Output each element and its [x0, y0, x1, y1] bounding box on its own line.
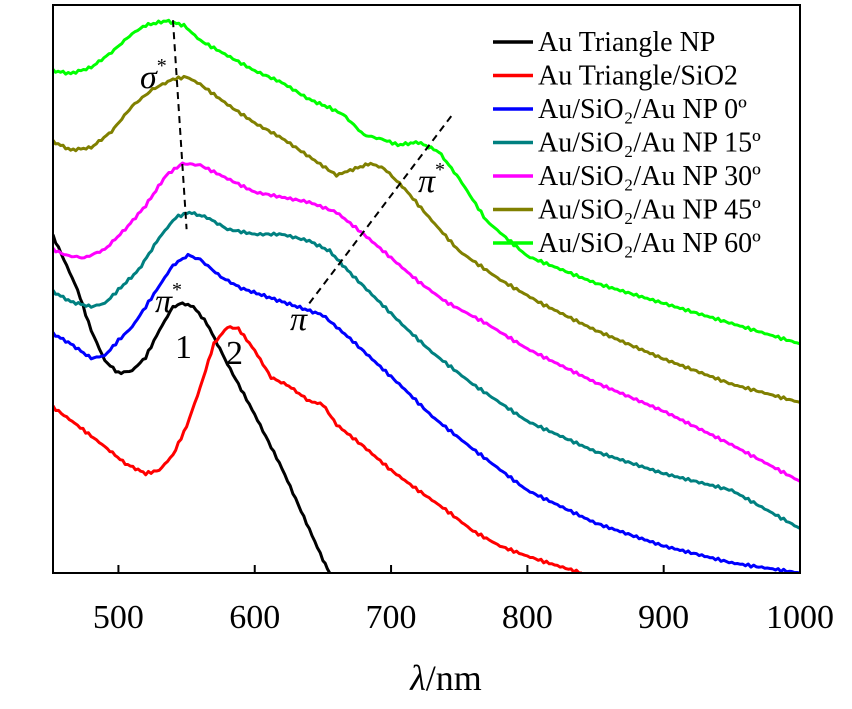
annotation-pi-star-top-base: π	[418, 163, 436, 200]
legend-label-4: Au/SiO₂/Au NP 30º	[538, 161, 761, 192]
annotation-pi-star-left-sup: *	[172, 279, 182, 301]
guide-lines	[171, 20, 454, 304]
annotation-sigma-star: σ*	[140, 55, 167, 96]
annotation-pi-star-left: π*	[155, 279, 182, 320]
x-axis-title-unit: /nm	[426, 658, 482, 698]
series-line-1	[53, 325, 582, 573]
x-tick-label: 900	[638, 599, 689, 636]
legend-label-1: Au Triangle/SiO2	[538, 61, 738, 92]
x-axis-title: λ/nm	[409, 658, 482, 698]
x-tick-label: 800	[502, 599, 553, 636]
annotation-sigma-sup: *	[157, 55, 167, 77]
x-axis-ticks: 500 600 700 800 900 1000	[93, 565, 834, 636]
legend-label-3: Au/SiO₂/Au NP 15º	[538, 128, 761, 159]
x-axis-title-symbol: λ	[409, 658, 426, 698]
series-line-5	[53, 74, 800, 404]
series-line-3	[53, 210, 800, 530]
series-line-0	[53, 234, 332, 573]
plot-frame	[52, 4, 801, 574]
annotation-label-2: 2	[226, 335, 243, 372]
annotation-sigma-base: σ	[140, 59, 158, 96]
annotation-pi-star-top-sup: *	[435, 159, 445, 181]
x-tick-label: 700	[366, 599, 417, 636]
annotation-pi-star-top: π*	[418, 159, 445, 200]
x-tick-label: 500	[93, 599, 144, 636]
legend-label-6: Au/SiO₂/Au NP 60º	[538, 228, 761, 259]
series-line-2	[53, 252, 800, 573]
series-line-4	[53, 161, 800, 483]
legend-label-0: Au Triangle NP	[538, 27, 715, 58]
legend-label-2: Au/SiO₂/Au NP 0º	[538, 94, 747, 125]
guide-sigma-line	[171, 20, 188, 230]
x-tick-label: 600	[229, 599, 280, 636]
x-tick-label: 1000	[766, 599, 834, 636]
guide-pi-line	[308, 113, 454, 304]
annotation-pi-star-left-base: π	[155, 283, 173, 320]
annotation-label-1: 1	[175, 329, 192, 366]
annotation-pi: π	[290, 301, 308, 338]
legend-label-5: Au/SiO₂/Au NP 45º	[538, 195, 761, 226]
